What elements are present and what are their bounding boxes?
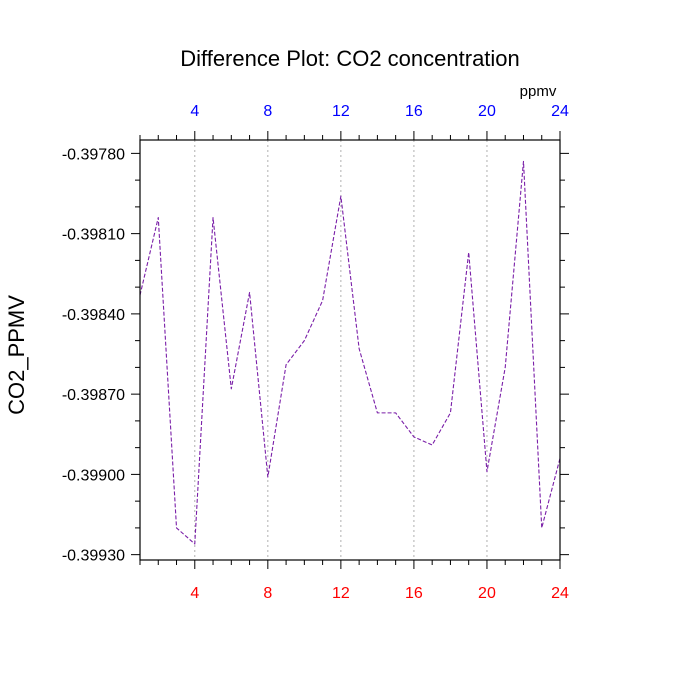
y-tick-label: -0.39780 <box>62 146 125 163</box>
y-tick-label: -0.39810 <box>62 227 125 244</box>
y-tick-label: -0.39870 <box>62 387 125 404</box>
tick-labels: 4 4 8 8 12 12 16 16 20 20 24 24 -0.39780 -0.39810 -0.3… <box>62 103 569 602</box>
units-label: ppmv <box>520 83 557 100</box>
top-x-tick-label: 20 <box>478 103 496 120</box>
axis-ticks <box>131 131 569 569</box>
top-x-tick-label: 24 <box>551 103 569 120</box>
top-x-tick-label: 12 <box>332 103 350 120</box>
series-layer <box>139 160 561 545</box>
bottom-x-tick-label: 4 <box>190 585 199 602</box>
series-line <box>139 160 561 545</box>
y-axis-label: CO2_PPMV <box>4 295 29 415</box>
top-x-tick-label: 8 <box>263 103 272 120</box>
top-x-tick-label: 4 <box>190 103 199 120</box>
bottom-x-tick-label: 24 <box>551 585 569 602</box>
y-tick-label: -0.39930 <box>62 548 125 565</box>
bottom-x-tick-label: 8 <box>263 585 272 602</box>
top-x-tick-label: 16 <box>405 103 423 120</box>
grid-lines <box>194 140 488 560</box>
bottom-x-tick-label: 16 <box>405 585 423 602</box>
chart-title: Difference Plot: CO2 concentration <box>180 46 520 71</box>
y-tick-label: -0.39900 <box>62 467 125 484</box>
y-tick-label: -0.39840 <box>62 307 125 324</box>
bottom-x-tick-label: 12 <box>332 585 350 602</box>
bottom-x-tick-label: 20 <box>478 585 496 602</box>
plot-frame <box>139 139 561 561</box>
